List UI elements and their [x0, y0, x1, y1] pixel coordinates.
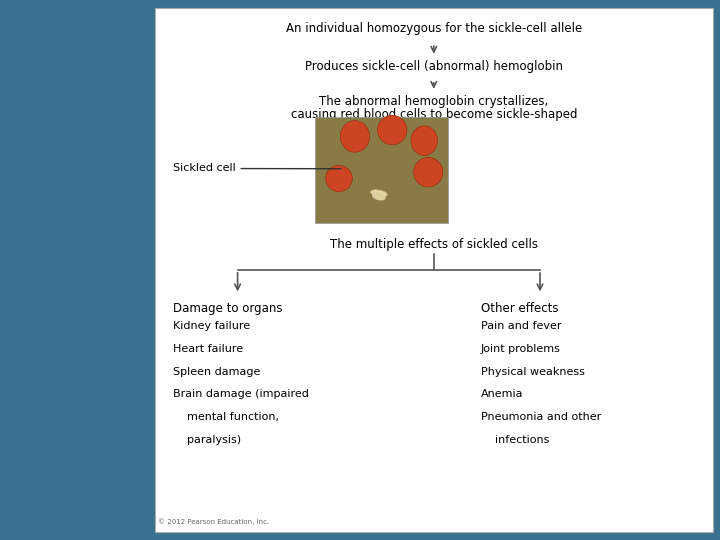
Text: Spleen damage: Spleen damage [173, 367, 260, 377]
Text: Produces sickle-cell (abnormal) hemoglobin: Produces sickle-cell (abnormal) hemoglob… [305, 60, 563, 73]
FancyBboxPatch shape [155, 8, 713, 532]
Ellipse shape [413, 158, 443, 187]
Ellipse shape [411, 126, 438, 156]
Ellipse shape [377, 116, 407, 145]
Ellipse shape [372, 192, 386, 200]
Text: paralysis): paralysis) [173, 435, 241, 445]
Text: The abnormal hemoglobin crystallizes,: The abnormal hemoglobin crystallizes, [319, 95, 549, 108]
Text: Heart failure: Heart failure [173, 344, 243, 354]
Ellipse shape [325, 165, 352, 192]
Text: mental function,: mental function, [173, 412, 279, 422]
Text: Pneumonia and other: Pneumonia and other [481, 412, 601, 422]
Text: An individual homozygous for the sickle-cell allele: An individual homozygous for the sickle-… [286, 22, 582, 35]
Text: Pain and fever: Pain and fever [481, 321, 561, 332]
Ellipse shape [341, 120, 369, 152]
Text: Brain damage (impaired: Brain damage (impaired [173, 389, 309, 400]
FancyBboxPatch shape [315, 117, 448, 222]
Text: Joint problems: Joint problems [481, 344, 560, 354]
Text: Sickled cell: Sickled cell [173, 164, 341, 173]
Text: Kidney failure: Kidney failure [173, 321, 250, 332]
Text: The multiple effects of sickled cells: The multiple effects of sickled cells [330, 238, 538, 251]
Text: © 2012 Pearson Education, Inc.: © 2012 Pearson Education, Inc. [158, 519, 270, 525]
Text: Other effects: Other effects [481, 302, 558, 315]
Text: infections: infections [481, 435, 549, 445]
Text: Damage to organs: Damage to organs [173, 302, 282, 315]
Ellipse shape [371, 190, 387, 197]
Text: causing red blood cells to become sickle-shaped: causing red blood cells to become sickle… [291, 108, 577, 121]
Text: Physical weakness: Physical weakness [481, 367, 585, 377]
Text: Anemia: Anemia [481, 389, 523, 400]
